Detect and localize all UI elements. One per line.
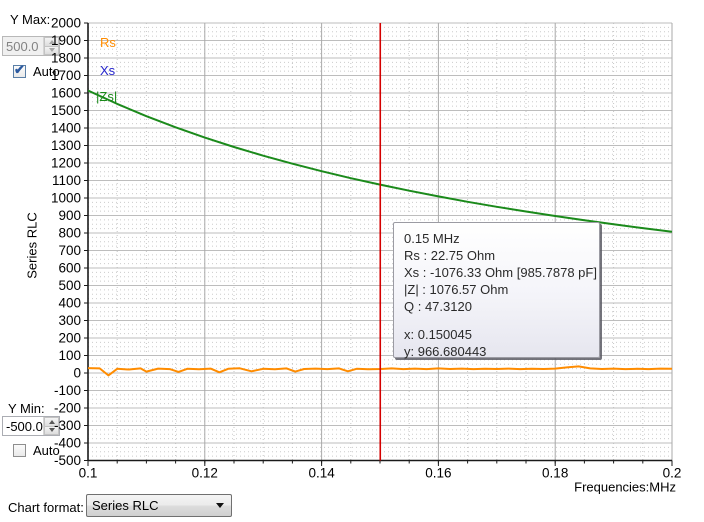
tooltip-spacer — [404, 315, 599, 326]
y-tick-labels: 2000190018001700160015001400130012001100… — [51, 16, 88, 468]
spinner-up-button[interactable] — [44, 37, 59, 47]
y-tick-label: 300 — [58, 313, 81, 328]
y-tick-label: 1800 — [51, 51, 81, 66]
legend-label-zs: |Zs| — [96, 89, 117, 104]
spinner-down-button[interactable] — [44, 426, 59, 435]
x-tick-label: 0.12 — [192, 466, 218, 481]
y-tick-label: 1500 — [51, 103, 81, 118]
y-tick-label: -500 — [54, 453, 81, 468]
y-tick-label: 1700 — [51, 68, 81, 83]
y-tick-label: 1900 — [51, 33, 81, 48]
y-tick-label: 700 — [58, 243, 81, 258]
y-tick-label: -300 — [54, 418, 81, 433]
dropdown-arrow-icon — [216, 503, 224, 508]
spinner-down-button[interactable] — [44, 46, 59, 55]
down-arrow-icon — [48, 428, 55, 433]
y-tick-label: -400 — [54, 436, 81, 451]
y-tick-label: 2000 — [51, 16, 81, 31]
y-tick-label: 900 — [58, 208, 81, 223]
y-max-label: Y Max: — [10, 12, 51, 27]
x-tick-labels: 0.1 0.12 0.14 0.16 0.18 0.2 — [79, 460, 682, 481]
legend: Rs Xs |Zs| — [96, 35, 117, 104]
tooltip: 0.15 MHz Rs : 22.75 Ohm Xs : -1076.33 Oh… — [393, 222, 600, 359]
spinner-up-button[interactable] — [44, 417, 59, 427]
y-min-spinner-value[interactable]: -500.0 — [6, 419, 43, 434]
x-tick-label: 0.18 — [542, 466, 568, 481]
tooltip-z: |Z| : 1076.57 Ohm — [404, 282, 509, 297]
y-tick-label: 500 — [58, 278, 81, 293]
chart-format-label: Chart format: — [8, 500, 84, 515]
y-tick-label: 600 — [58, 261, 81, 276]
y-max-spinner[interactable]: 500.0 — [2, 36, 60, 56]
x-axis-title: Frequencies:MHz — [574, 480, 676, 495]
tooltip-x-coord: x: 0.150045 — [404, 327, 472, 342]
y-max-auto-row: ✔ Auto — [13, 62, 60, 79]
x-tick-label: 0.14 — [308, 466, 335, 481]
tooltip-y-coord: y: 966.680443 — [404, 344, 487, 359]
y-max-auto-label: Auto — [33, 64, 60, 79]
y-tick-label: 1300 — [51, 138, 81, 153]
chart-format-value: Series RLC — [92, 498, 159, 513]
x-tick-label: 0.2 — [663, 466, 682, 481]
down-arrow-icon — [48, 48, 55, 53]
legend-label-rs: Rs — [100, 35, 116, 50]
check-icon: ✔ — [14, 62, 25, 77]
y-tick-label: 1100 — [52, 173, 81, 188]
y-min-auto-row: ✔ Auto — [13, 443, 60, 458]
y-min-label: Y Min: — [8, 401, 45, 416]
y-max-auto-checkbox[interactable]: ✔ — [13, 62, 26, 78]
y-tick-label: 1400 — [51, 121, 81, 136]
y-min-spinner[interactable]: -500.0 — [2, 416, 60, 436]
legend-label-xs: Xs — [100, 63, 116, 78]
y-tick-label: 1000 — [51, 191, 81, 206]
y-tick-label: 1200 — [51, 156, 81, 171]
y-min-auto-label: Auto — [33, 443, 60, 458]
up-arrow-icon — [48, 39, 55, 44]
y-tick-label: 0 — [73, 366, 81, 381]
y-tick-label: 100 — [58, 348, 81, 363]
y-tick-label: -200 — [54, 401, 81, 416]
y-tick-label: -100 — [54, 383, 81, 398]
x-tick-label: 0.1 — [79, 466, 98, 481]
y-min-auto-checkbox[interactable]: ✔ — [13, 444, 26, 457]
series-rs — [88, 365, 672, 377]
y-tick-label: 800 — [58, 226, 81, 241]
chart-format-select[interactable]: Series RLC — [86, 494, 232, 517]
y-tick-label: 1600 — [51, 86, 81, 101]
y-max-spinner-value[interactable]: 500.0 — [6, 39, 39, 54]
x-tick-label: 0.16 — [425, 466, 451, 481]
y-tick-label: 200 — [58, 331, 81, 346]
up-arrow-icon — [48, 419, 55, 424]
tooltip-xs: Xs : -1076.33 Ohm [985.7878 pF] — [404, 265, 597, 280]
tooltip-q: Q : 47.3120 — [404, 299, 472, 314]
tooltip-rs: Rs : 22.75 Ohm — [404, 248, 496, 263]
y-tick-label: 400 — [58, 296, 81, 311]
tooltip-frequency: 0.15 MHz — [404, 231, 460, 246]
